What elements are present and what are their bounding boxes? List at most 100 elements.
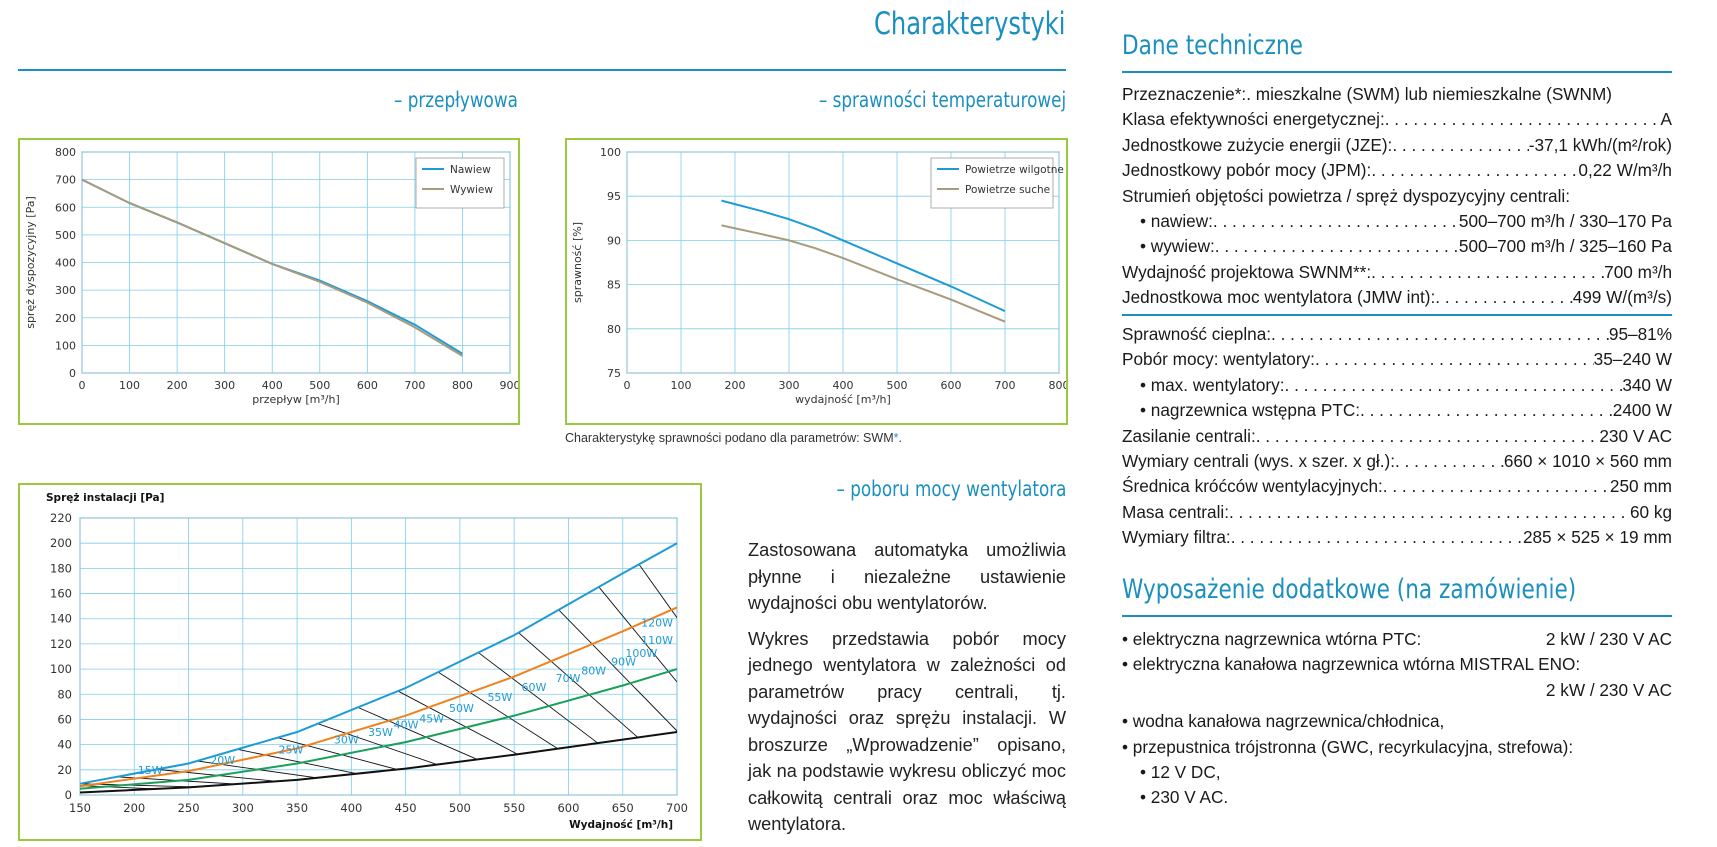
flow-chart: 0 100 200 300 400 500 600 700 800 900 0 100 200 300 40… [18,138,521,425]
spec-row: • nagrzewnica wstępna PTC: 2400 W [1122,398,1672,423]
y-tick-label: 100 [600,146,621,159]
x-tick-label: 100 [119,379,140,392]
y-tick-label: 80 [607,323,621,336]
spec-row: Sprawność cieplna: 95–81% [1122,322,1672,347]
power-label: 40W [394,719,419,732]
x-tick-label: 700 [666,801,688,815]
x-tick-label: 200 [123,801,145,815]
spec-dot-leader [1392,133,1528,158]
efficiency-chart-svg: 0 100 200 300 400 500 600 700 800 75 80 85 90 95 100 wy… [571,146,1070,406]
spec-value: 35–240 W [1593,349,1672,370]
spec-row: Klasa efektywności energetycznej: A [1122,107,1672,132]
power-contour-line [598,586,677,683]
spec-dot-leader [1256,424,1600,449]
power-contour-line [397,690,518,755]
spec-row: • nawiew: 500–700 m³/h / 330–170 Pa [1122,209,1672,234]
equipment-item-value: 2 kW / 230 V AC [1545,629,1672,649]
equipment-item-value: 2 kW / 230 V AC [1545,679,1672,700]
equipment-item: 2 kW / 230 V AC [1122,678,1672,703]
x-tick-label: 200 [725,379,746,392]
power-label: 55W [487,691,512,704]
efficiency-note: Charakterystykę sprawności podano dla pa… [565,431,902,445]
power-label: 45W [419,712,444,725]
spec-label: Wymiary centrali (wys. x szer. x gł.): [1122,451,1395,472]
spec-value: 2400 W [1612,400,1672,421]
power-chart: 150 200 250 300 350 400 450 500 550 600 650 700 0 20 4… [18,483,702,841]
series-line [79,668,678,790]
equipment-item-text: • elektryczna kanałowa nagrzewnica wtórn… [1122,654,1581,675]
description: Zastosowana automatyka umożliwia płynne … [748,537,1066,847]
x-tick-label: 500 [309,379,330,392]
x-tick-label: 300 [779,379,800,392]
equipment-item-text: • 230 V AC. [1140,787,1229,808]
x-tick-label: 500 [887,379,908,392]
y-tick-label: 0 [69,367,76,380]
spec-label: Średnica króćców wentylacyjnych: [1122,476,1383,497]
power-contour-line [437,671,558,750]
y-tick-label: 20 [57,763,72,777]
spec-row: • wywiew: 500–700 m³/h / 325–160 Pa [1122,234,1672,259]
spec-label: Wymiary filtra: [1122,527,1231,548]
y-tick-label: 700 [55,174,76,187]
spec-label: Sprawność cieplna: [1122,324,1272,344]
equipment-rule [1122,615,1672,617]
spec-dot-leader [1271,322,1609,347]
spec-value: 285 × 525 × 19 mm [1522,527,1672,548]
x-axis-label: Wydajność [m³/h] [569,819,673,831]
equipment-item-text: • przepustnica trójstronna (GWC, recyrku… [1122,736,1574,757]
spec-label: • nagrzewnica wstępna PTC: [1140,400,1361,421]
y-tick-label: 160 [50,587,72,601]
spec-value: -37,1 kWh/(m²/rok) [1528,134,1672,155]
spec-row: Strumień objętości powietrza / spręż dys… [1122,184,1672,209]
spec-dot-leader [1435,285,1572,310]
spec-row: Zasilanie centrali: 230 V AC [1122,424,1672,449]
tech-rule [1122,71,1672,73]
spec-dot-leader [1213,209,1459,234]
y-tick-label: 140 [50,612,72,626]
y-axis-title: Spręż instalacji [Pa] [46,492,164,504]
spec-value: 660 × 1010 × 560 mm [1503,451,1672,472]
flow-heading: – przepływowa [394,88,518,112]
legend-label: Nawiew [450,164,491,176]
spec-row: Jednostkowa moc wentylatora (JMW int): 49… [1122,285,1672,310]
y-tick-label: 500 [55,229,76,242]
series-line [721,199,1006,313]
y-tick-label: 90 [607,234,621,247]
y-tick-label: 120 [50,637,72,651]
spec-label: • max. wentylatory: [1140,374,1285,395]
x-tick-label: 550 [503,801,525,815]
y-tick-label: 180 [50,561,72,575]
spec-rule [1122,314,1672,316]
x-tick-label: 100 [671,379,692,392]
spec-value: 250 mm [1609,476,1672,497]
power-contour-line [638,564,677,619]
power-contour-line [357,706,478,760]
y-tick-label: 600 [55,201,76,214]
equipment-item: • elektryczna kanałowa nagrzewnica wtórn… [1122,652,1672,677]
power-label: 90W [611,656,636,669]
title-rule [18,69,1066,71]
legend-label: Powietrze wilgotne [965,164,1064,176]
y-axis-label: spręż dyspozycyjny [Pa] [24,196,37,329]
x-tick-label: 650 [612,801,634,815]
spec-label: Przeznaczenie*: [1122,84,1247,104]
spec-row: Wymiary centrali (wys. x szer. x gł.): 66… [1122,449,1672,474]
x-tick-label: 700 [404,379,425,392]
power-heading: – poboru mocy wentylatora [836,477,1066,501]
y-tick-label: 80 [57,687,72,701]
x-tick-label: 600 [357,379,378,392]
spec-label: Strumień objętości powietrza / spręż dys… [1122,185,1571,206]
y-tick-label: 800 [55,146,76,159]
x-tick-label: 450 [395,801,417,815]
efficiency-note-end: . [898,431,902,445]
spec-label: Zasilanie centrali: [1122,425,1256,446]
description-paragraph-2: Wykres przedstawia pobór mocy jednego we… [748,628,1066,835]
efficiency-heading: – sprawności temperaturowej [818,88,1066,112]
x-axis-label: wydajność [m³/h] [795,393,891,406]
power-label: 50W [449,702,474,715]
spec-row: Średnica króćców wentylacyjnych: 250 mm [1122,474,1672,499]
spec-value: . mieszkalne (SWM) lub niemieszkalne (SW… [1246,84,1612,104]
spec-row: • max. wentylatory: 340 W [1122,373,1672,398]
y-tick-label: 400 [55,257,76,270]
x-tick-label: 300 [214,379,235,392]
